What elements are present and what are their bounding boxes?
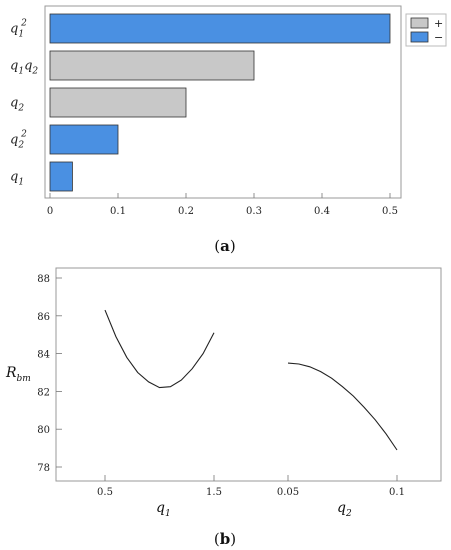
- chart-a: q12 q1q2 q2 q22 q1 0 0.1 0.2 0.3 0.4 0.5 + − (a): [10, 5, 447, 255]
- bar-category-label: q1: [10, 170, 24, 188]
- legend-label-plus: +: [434, 17, 443, 30]
- chart-b: 78 80 82 84 86 88 0.5 1.5 0.05 0.1 Rbm q1 q2 (b): [5, 267, 442, 548]
- x-tick-label: 0.05: [277, 487, 299, 498]
- y-tick-label: 84: [37, 350, 50, 361]
- legend-swatch-minus: [410, 31, 429, 43]
- chart-a-legend: + −: [405, 13, 447, 47]
- series-line: [104, 309, 215, 389]
- bar-category-label: q22: [10, 130, 27, 151]
- legend-label-minus: −: [434, 31, 443, 44]
- x-tick-label: 0.5: [382, 206, 398, 217]
- bar: [49, 87, 187, 118]
- x-tick-label: 0.5: [97, 487, 113, 498]
- x-tick-label: 0.1: [389, 487, 405, 498]
- bar: [49, 161, 73, 192]
- bar-category-label: q12: [10, 19, 27, 40]
- x-tick-label: 1.5: [206, 487, 222, 498]
- chart-a-plot-frame: [44, 5, 402, 199]
- x-tick-label: 0.3: [246, 206, 262, 217]
- legend-swatch-plus: [410, 17, 429, 29]
- y-tick-label: 86: [37, 312, 50, 323]
- x-tick-label: 0.2: [178, 206, 194, 217]
- bar: [49, 13, 391, 44]
- y-tick-label: 78: [37, 463, 50, 474]
- chart-b-plot-frame: [55, 267, 442, 482]
- chart-a-caption: (a): [214, 237, 235, 255]
- chart-b-xlabel-q2: q2: [337, 500, 352, 519]
- x-tick-label: 0.1: [110, 206, 126, 217]
- series-line: [287, 362, 398, 451]
- chart-b-xlabel-q1: q1: [156, 500, 171, 519]
- x-tick-label: 0.4: [314, 206, 330, 217]
- bar-category-label: q2: [10, 96, 24, 114]
- bar-category-label: q1q2: [10, 59, 38, 77]
- y-tick-label: 88: [37, 274, 50, 285]
- bar: [49, 50, 255, 81]
- chart-b-caption: (b): [214, 530, 236, 548]
- y-tick-label: 82: [37, 387, 50, 398]
- y-tick-label: 80: [37, 425, 50, 436]
- chart-b-ylabel: Rbm: [5, 365, 31, 384]
- x-tick-label: 0: [47, 206, 53, 217]
- bar: [49, 124, 119, 155]
